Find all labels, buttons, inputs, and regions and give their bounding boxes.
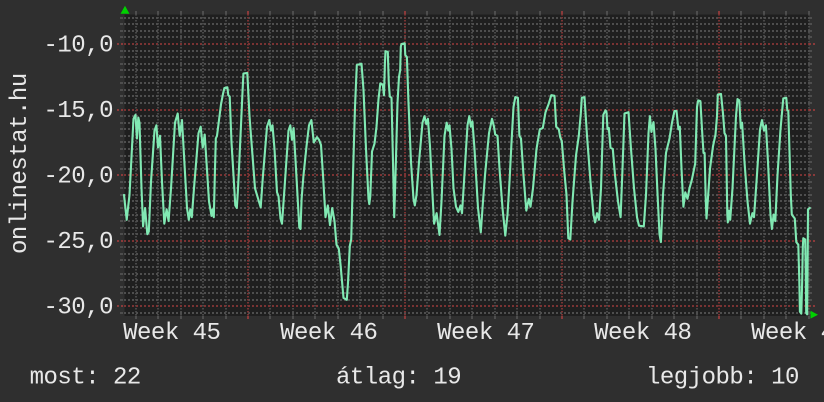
svg-text:Week 48: Week 48 [594, 320, 691, 347]
svg-text:Week 45: Week 45 [123, 320, 220, 347]
svg-text:átlag: 19: átlag: 19 [336, 365, 461, 392]
svg-text:-25,0: -25,0 [43, 229, 113, 256]
svg-text:-20,0: -20,0 [43, 164, 113, 191]
svg-text:-15,0: -15,0 [43, 98, 113, 125]
svg-text:legjobb: 10: legjobb: 10 [646, 365, 799, 392]
svg-text:Week 46: Week 46 [280, 320, 377, 347]
svg-text:most: 22: most: 22 [30, 365, 141, 392]
svg-text:-30,0: -30,0 [43, 295, 113, 322]
svg-text:Week 49: Week 49 [751, 320, 824, 347]
svg-text:-10,0: -10,0 [43, 32, 113, 59]
svg-text:onlinestat.hu: onlinestat.hu [7, 73, 34, 254]
svg-text:Week 47: Week 47 [437, 320, 534, 347]
